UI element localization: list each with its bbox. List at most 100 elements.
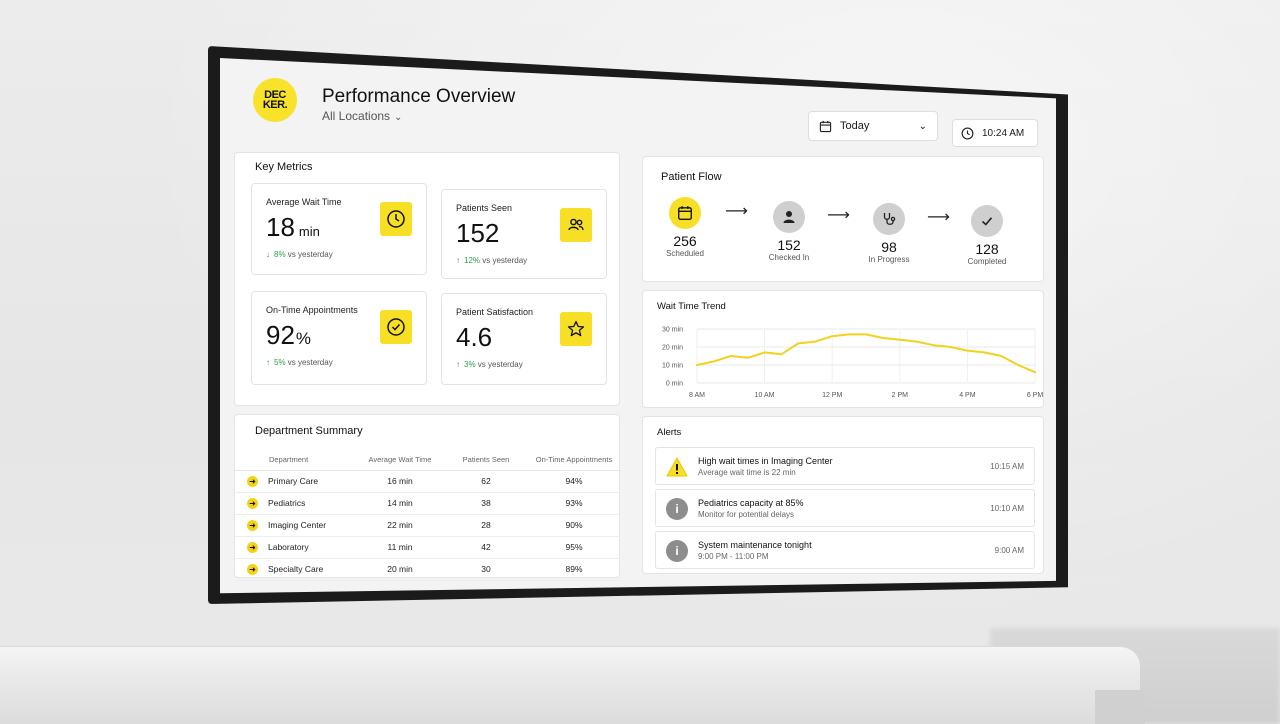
clock-icon [380, 202, 412, 236]
y-tick-label: 30 min [662, 327, 683, 334]
info-icon: i [666, 540, 688, 562]
flow-label: Checked In [768, 253, 810, 262]
column-header-wait-time: Average Wait Time [355, 450, 445, 471]
flow-step-completed[interactable]: 128 Completed [947, 205, 1027, 266]
department-cell: ➜ Specialty Care [235, 558, 355, 581]
metric-change-value: 3% [464, 360, 476, 369]
patients-seen-cell: 42 [445, 536, 527, 559]
metric-card-wait-time[interactable]: Average Wait Time 18 min ↓ 8% vs yesterday [251, 183, 427, 275]
metric-compare: vs yesterday [482, 256, 528, 265]
arrow-right-icon: ⟶ [927, 209, 950, 226]
alert-title: High wait times in Imaging Center [698, 456, 833, 466]
flow-label: Completed [967, 257, 1007, 266]
department-cell: ➜ Laboratory [235, 536, 355, 559]
time-label: 10:24 AM [982, 127, 1025, 139]
table-row[interactable]: ➜ Pediatrics 14 min 38 93% [235, 492, 621, 515]
table-header-row: Department Average Wait Time Patients Se… [235, 450, 621, 471]
wait-time-trend-panel: Wait Time Trend 0 min 10 min 20 min 30 min 8… [642, 290, 1044, 408]
table-row[interactable]: ➜ Primary Care 16 min 62 94% [235, 470, 621, 493]
flow-step-checked-in[interactable]: 152 Checked In [749, 201, 829, 262]
metric-change: ↓ 8% vs yesterday [266, 250, 333, 259]
arrow-right-icon: ➜ [247, 563, 258, 575]
calendar-icon [819, 120, 832, 132]
metric-number: 18 [266, 212, 295, 242]
alert-title: Pediatrics capacity at 85% [698, 498, 804, 508]
flow-step-in-progress[interactable]: 98 In Progress [849, 203, 929, 264]
dashboard-screen: DEC KER. Performance Overview All Locati… [220, 58, 1056, 594]
table-row[interactable]: ➜ Specialty Care 20 min 30 89% [235, 558, 621, 581]
arrow-right-icon: ➜ [247, 497, 258, 509]
department-summary-panel: Department Summary Department Average Wa… [234, 414, 621, 581]
alert-item-warning[interactable]: High wait times in Imaging Center Averag… [655, 447, 1035, 485]
wait-time-cell: 22 min [355, 514, 445, 537]
arrow-up-icon: ↑ [266, 358, 270, 367]
metric-number: 92 [266, 320, 295, 350]
patients-seen-cell: 28 [445, 514, 527, 537]
metric-change-value: 5% [274, 358, 286, 367]
arrow-up-icon: ↑ [456, 256, 460, 265]
metric-change: ↑ 3% vs yesterday [456, 360, 523, 369]
table-row[interactable]: ➜ Imaging Center 22 min 28 90% [235, 514, 621, 537]
panel-title: Patient Flow [661, 171, 722, 183]
current-time-display: 10:24 AM [952, 119, 1038, 147]
wait-time-cell: 14 min [355, 492, 445, 515]
x-tick-label: 6 PM [1027, 392, 1044, 399]
metric-number: 152 [456, 218, 500, 248]
arrow-right-icon: ➜ [247, 541, 258, 553]
y-tick-label: 0 min [666, 381, 683, 388]
logo-text-bottom: KER. [262, 99, 288, 111]
metric-card-patients-seen[interactable]: Patients Seen 152 ↑ 12% vs yesterday [441, 189, 607, 279]
flow-value: 128 [975, 241, 999, 257]
clock-icon [961, 127, 974, 139]
info-symbol: i [666, 498, 688, 520]
location-selector[interactable]: All Locations ⌄ [322, 109, 402, 123]
flow-value: 152 [777, 237, 801, 253]
flow-label: Scheduled [666, 249, 704, 258]
department-name: Pediatrics [268, 497, 306, 508]
department-name: Primary Care [268, 475, 319, 486]
metric-number: 4.6 [456, 322, 493, 352]
metric-card-satisfaction[interactable]: Patient Satisfaction 4.6 ↑ 3% vs yesterda… [441, 293, 607, 385]
metric-compare: vs yesterday [287, 358, 333, 367]
alert-title: System maintenance tonight [698, 540, 812, 550]
on-time-cell: 93% [527, 492, 621, 515]
star-icon [560, 312, 592, 346]
patients-seen-cell: 38 [445, 492, 527, 515]
metric-unit: % [295, 329, 312, 348]
metric-compare: vs yesterday [287, 250, 333, 259]
arrow-right-icon: ➜ [247, 475, 258, 487]
check-circle-icon [380, 310, 412, 344]
alert-time: 10:15 AM [990, 462, 1024, 471]
flow-value: 256 [673, 233, 697, 249]
x-tick-label: 4 PM [959, 392, 976, 399]
metric-label: Patients Seen [456, 203, 513, 213]
on-time-cell: 94% [527, 470, 621, 493]
alert-time: 10:10 AM [990, 504, 1024, 513]
table-row[interactable]: ➜ Laboratory 11 min 42 95% [235, 536, 621, 559]
chevron-down-icon: ⌄ [394, 112, 403, 123]
on-time-cell: 89% [527, 558, 621, 581]
alert-item-info[interactable]: i System maintenance tonight 9:00 PM - 1… [655, 531, 1035, 569]
logo-text-top: DEC [264, 89, 286, 101]
alert-item-info[interactable]: i Pediatrics capacity at 85% Monitor for… [655, 489, 1035, 527]
date-filter-dropdown[interactable]: Today ⌄ [808, 111, 938, 141]
metric-label: Average Wait Time [266, 197, 342, 207]
metric-value: 152 [456, 218, 499, 249]
users-icon [560, 208, 592, 242]
metric-change-value: 8% [274, 250, 286, 259]
arrow-up-icon: ↑ [456, 360, 460, 369]
location-label: All Locations [322, 109, 391, 123]
arrow-right-icon: ➜ [247, 519, 258, 531]
check-icon [971, 205, 1003, 237]
counter-top [0, 646, 1140, 724]
arrow-right-icon: ⟶ [725, 203, 748, 220]
metric-change-value: 12% [464, 256, 481, 265]
metric-card-on-time[interactable]: On-Time Appointments 92% ↑ 5% vs yesterda… [251, 291, 427, 385]
x-tick-label: 12 PM [822, 392, 842, 399]
flow-step-scheduled[interactable]: 256 Scheduled [645, 197, 725, 258]
series-line [696, 333, 1036, 374]
alert-subtitle: Average wait time is 22 min [698, 468, 796, 477]
patient-flow-panel: Patient Flow 256 Scheduled ⟶ 152 Checked… [642, 156, 1044, 282]
calendar-icon [669, 197, 701, 229]
wait-time-cell: 11 min [355, 536, 445, 559]
